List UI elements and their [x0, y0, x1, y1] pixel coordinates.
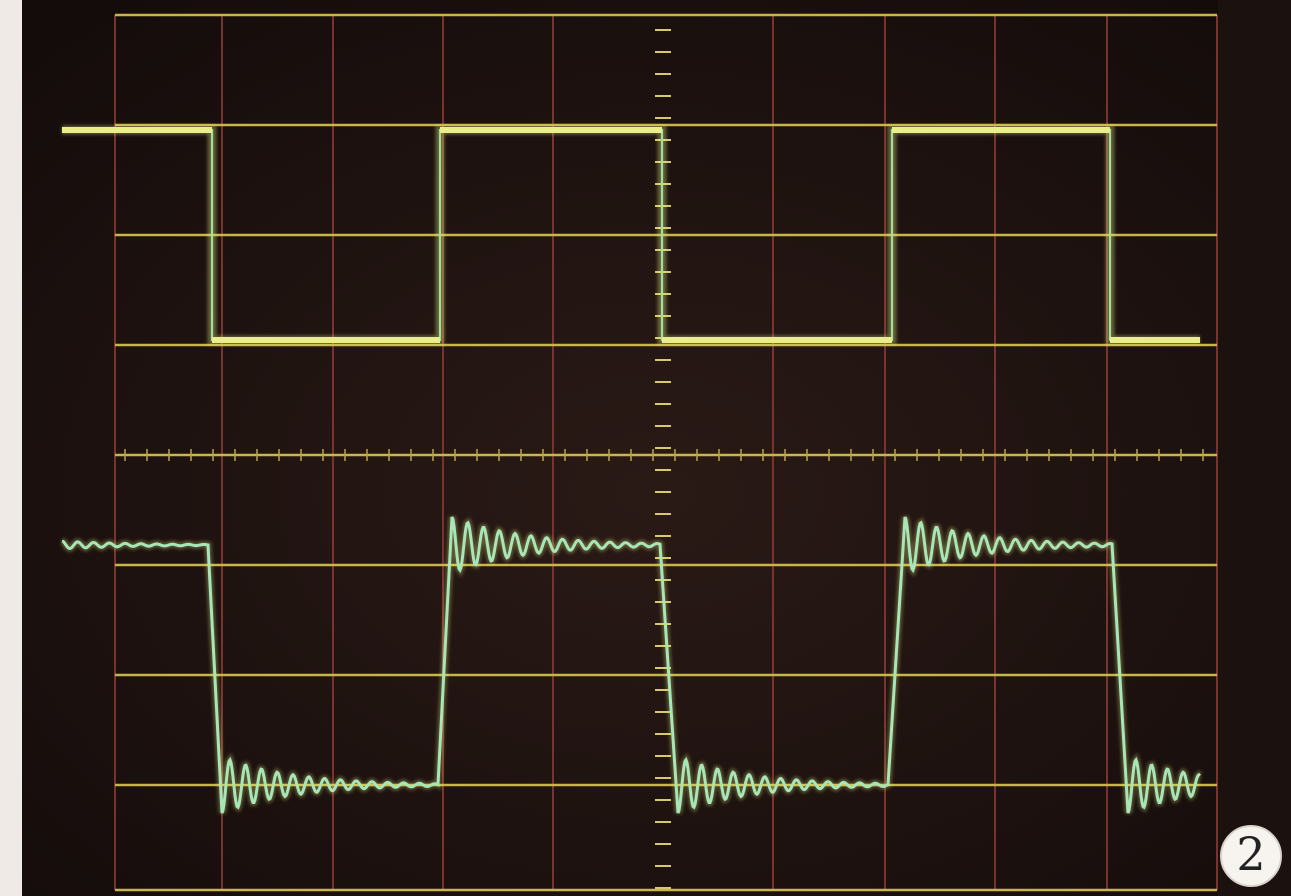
badge-circle: [1220, 825, 1282, 887]
badge-label: 2: [1236, 827, 1265, 881]
square-wave: [62, 128, 1200, 342]
ringing-wave: [61, 516, 1202, 814]
traces: [60, 125, 1203, 815]
bezel: [1218, 0, 1291, 896]
